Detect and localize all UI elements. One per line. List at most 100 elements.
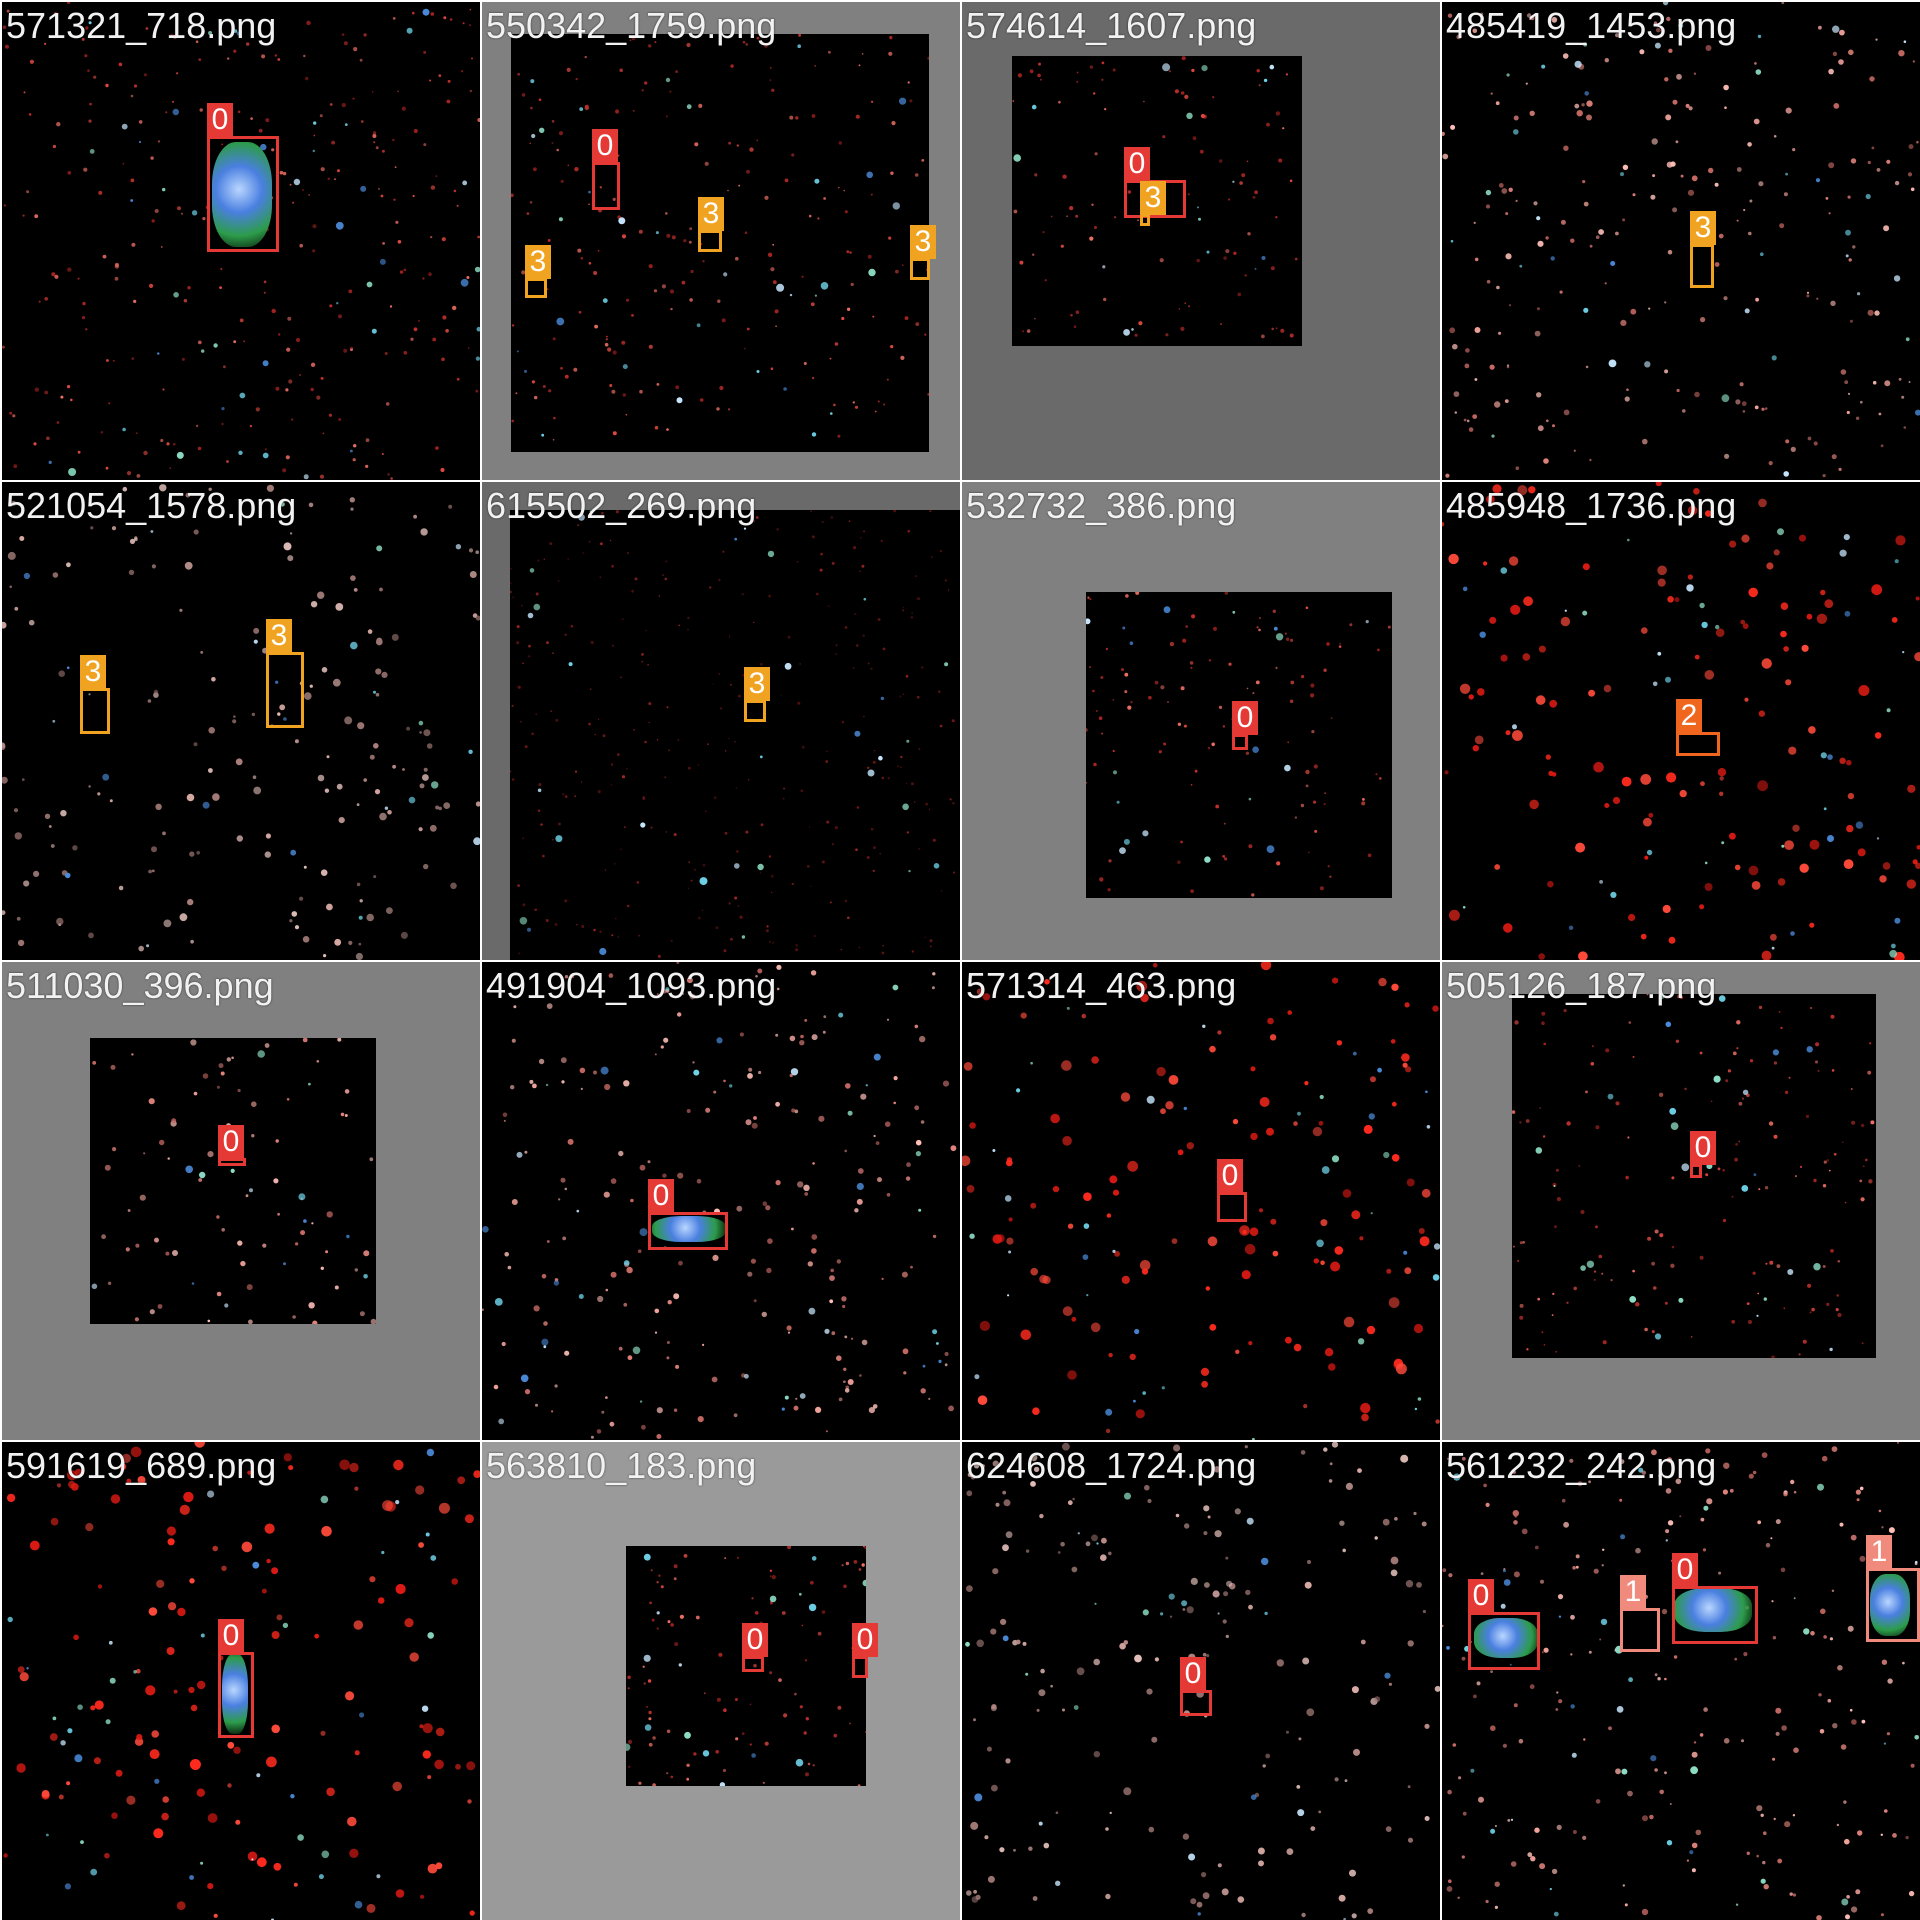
star-dot: [820, 552, 823, 556]
detection-box[interactable]: 0: [1672, 1553, 1758, 1644]
star-dot: [753, 621, 755, 624]
star-dot: [623, 826, 626, 829]
source-dot: [555, 835, 563, 843]
star-dot: [256, 1857, 267, 1868]
star-dot: [262, 1243, 267, 1248]
detection-box[interactable]: 0: [1690, 1131, 1716, 1178]
star-dot: [429, 824, 437, 832]
star-dot: [1472, 745, 1479, 752]
detection-box[interactable]: 3: [1690, 211, 1716, 288]
star-dot: [1305, 606, 1309, 610]
tile[interactable]: 0 1 0 1 561232_242.png: [1442, 1442, 1920, 1920]
star-dot: [1182, 1608, 1186, 1611]
detection-box[interactable]: 0: [207, 103, 279, 252]
detection-box[interactable]: 0: [852, 1623, 878, 1678]
star-dot: [1543, 1647, 1549, 1653]
tile[interactable]: 3 485419_1453.png: [1442, 2, 1920, 480]
tile[interactable]: 0 3 3 3 550342_1759.png: [482, 2, 960, 480]
star-dot: [1548, 770, 1554, 776]
star-dot: [1589, 244, 1593, 248]
star-dot: [535, 1403, 538, 1407]
star-dot: [438, 806, 443, 811]
source-dot: [239, 392, 246, 399]
file-name: 550342_1759.png: [486, 5, 777, 46]
tile[interactable]: 0 491904_1093.png: [482, 962, 960, 1440]
detection-box[interactable]: 3: [266, 619, 304, 728]
star-dot: [992, 1234, 1003, 1244]
detection-box[interactable]: 1: [1866, 1535, 1920, 1642]
star-dot: [199, 108, 203, 112]
star-dot: [1724, 106, 1727, 109]
source-dot: [1666, 1840, 1673, 1846]
star-dot: [962, 1155, 971, 1167]
star-dot: [1138, 321, 1143, 326]
tile[interactable]: 0 571314_463.png: [962, 962, 1440, 1440]
tile[interactable]: 0 0 563810_183.png: [482, 1442, 960, 1920]
star-dot: [187, 286, 191, 290]
detection-box[interactable]: 0: [742, 1623, 768, 1672]
star-dot: [325, 1250, 329, 1254]
star-dot: [867, 254, 872, 259]
tile[interactable]: 0 511030_396.png: [2, 962, 480, 1440]
star-dot: [517, 72, 521, 76]
star-dot: [823, 1015, 827, 1019]
detection-box[interactable]: 3: [698, 197, 724, 252]
detection-box[interactable]: 3: [910, 225, 936, 280]
star-dot: [1486, 495, 1495, 504]
star-dot: [343, 41, 348, 46]
star-dot: [1485, 1899, 1489, 1904]
source-dot: [379, 258, 386, 265]
tile[interactable]: 0 532732_386.png: [962, 482, 1440, 960]
star-dot: [1419, 1236, 1430, 1247]
star-dot: [727, 189, 729, 192]
detection-box[interactable]: 0: [648, 1179, 728, 1250]
detection-box[interactable]: 0: [1468, 1579, 1540, 1670]
star-dot: [642, 1665, 645, 1668]
star-dot: [1513, 1703, 1518, 1708]
star-dot: [822, 1030, 826, 1034]
star-dot: [1682, 409, 1686, 413]
star-dot: [648, 344, 653, 349]
tile[interactable]: 2 485948_1736.png: [1442, 482, 1920, 960]
star-dot: [302, 936, 310, 943]
star-dot: [1060, 1541, 1065, 1547]
tile[interactable]: 0 624608_1724.png: [962, 1442, 1440, 1920]
detection-box[interactable]: 0: [1232, 701, 1258, 750]
detection-box[interactable]: 3: [744, 667, 770, 722]
star-dot: [953, 871, 956, 874]
star-dot: [1432, 1005, 1439, 1012]
detection-box[interactable]: 1: [1620, 1575, 1660, 1652]
detection-box[interactable]: 0: [1217, 1159, 1247, 1222]
detection-box[interactable]: 0: [218, 1619, 254, 1738]
star-dot: [1177, 722, 1182, 726]
source-dot: [558, 217, 563, 222]
tile[interactable]: 3 3 521054_1578.png: [2, 482, 480, 960]
star-dot: [751, 1597, 754, 1600]
star-dot: [671, 235, 676, 240]
tile[interactable]: 0 591619_689.png: [2, 1442, 480, 1920]
tile[interactable]: 3 615502_269.png: [482, 482, 960, 960]
star-dot: [423, 767, 428, 772]
star-dot: [1042, 231, 1045, 234]
detection-box[interactable]: 0: [218, 1125, 246, 1166]
star-dot: [1391, 1154, 1400, 1162]
tile[interactable]: 0 571321_718.png: [2, 2, 480, 480]
detection-box[interactable]: 0: [592, 129, 620, 210]
detection-box[interactable]: 0: [1180, 1657, 1212, 1716]
star-dot: [163, 919, 172, 928]
star-dot: [1505, 212, 1509, 216]
source-dot: [553, 1280, 560, 1286]
detection-box[interactable]: 3: [1140, 181, 1166, 226]
detection-box[interactable]: 3: [80, 655, 110, 734]
tile[interactable]: 0 505126_187.png: [1442, 962, 1920, 1440]
detection-box[interactable]: 2: [1676, 699, 1720, 756]
star-dot: [1093, 1658, 1100, 1666]
tile[interactable]: 0 3 574614_1607.png: [962, 2, 1440, 480]
star-dot: [88, 785, 91, 788]
star-dot: [126, 1795, 136, 1805]
star-dot: [901, 1271, 908, 1278]
star-dot: [510, 1085, 515, 1090]
star-dot: [939, 724, 943, 728]
star-dot: [1652, 174, 1656, 178]
detection-box[interactable]: 3: [525, 245, 551, 298]
